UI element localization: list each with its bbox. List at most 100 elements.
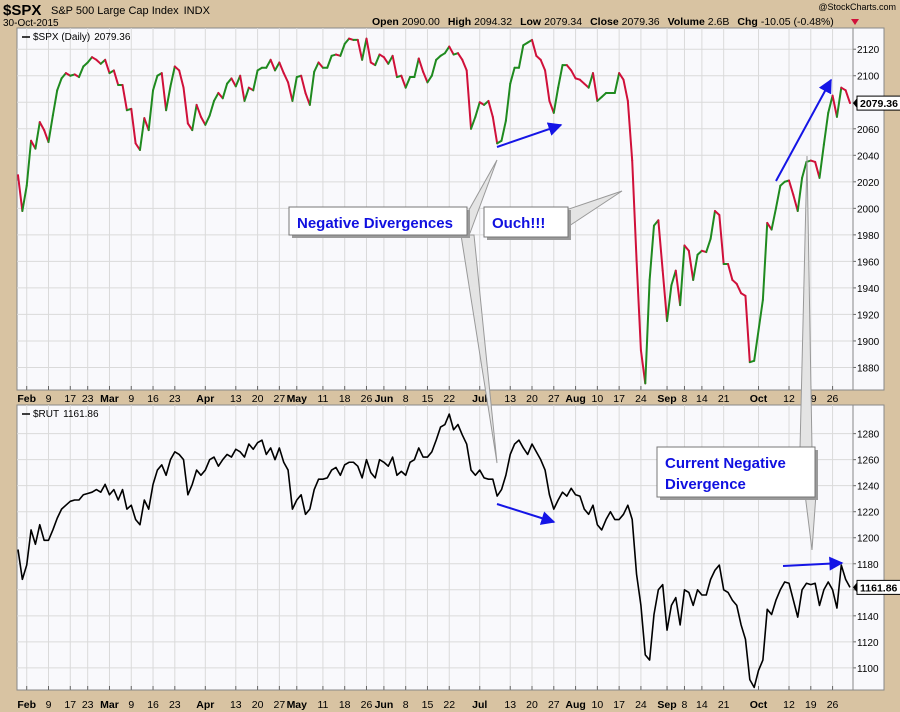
legend-name: $SPX (Daily) [33, 32, 90, 43]
price-segment [430, 58, 438, 77]
price-segment [291, 76, 298, 102]
price-segment [339, 42, 346, 57]
x-tick-label: 16 [147, 393, 159, 405]
price-segment [152, 74, 159, 92]
price-segment [400, 74, 407, 89]
price-segment [674, 269, 682, 307]
x-tick-label: 24 [635, 699, 647, 711]
price-segment [213, 91, 220, 102]
price-segment [591, 72, 599, 102]
x-tick-label: Sep [657, 393, 676, 405]
x-tick-label: 26 [361, 393, 373, 405]
price-segment [618, 72, 625, 81]
price-segment [274, 61, 281, 72]
price-segment [774, 184, 782, 210]
x-tick-label: 8 [403, 699, 409, 711]
x-tick-label: 11 [317, 699, 328, 711]
x-tick-label: 9 [128, 393, 134, 405]
price-segment [835, 86, 843, 118]
x-tick-label: 21 [718, 699, 730, 711]
x-tick-label: 9 [128, 699, 134, 711]
divergence-arrow [782, 556, 844, 571]
price-segment [160, 72, 168, 112]
price-segment [191, 103, 198, 132]
x-tick-label: Mar [100, 393, 119, 405]
x-tick-label: 12 [783, 393, 795, 405]
quote-label: Low [520, 16, 542, 28]
price-segment [531, 38, 538, 57]
x-tick-label: 13 [504, 699, 516, 711]
x-tick-label: 14 [696, 393, 708, 405]
price-segment [17, 174, 24, 212]
x-tick-label: Apr [196, 393, 214, 405]
x-tick-label: 26 [827, 699, 839, 711]
price-segment [234, 74, 242, 88]
x-tick-label: 27 [274, 699, 286, 711]
price-segment [308, 70, 316, 106]
price-segment [326, 54, 333, 69]
price-segment [818, 143, 825, 179]
price-segment [426, 74, 433, 84]
x-tick-label: 22 [443, 699, 455, 711]
price-segment [208, 99, 216, 117]
price-segment [391, 54, 398, 79]
price-segment [417, 57, 425, 73]
divergence-arrow [496, 503, 556, 525]
credit: @StockCharts.com [818, 2, 896, 12]
price-segment [226, 77, 233, 85]
price-segment [709, 209, 716, 240]
quote-label: Chg [737, 16, 757, 28]
callout-box [288, 206, 468, 236]
y-tick-label: 1180 [857, 560, 879, 571]
price-segment [792, 194, 799, 212]
last-box [856, 579, 900, 595]
symbol: $SPX [3, 2, 41, 19]
callout-text: Ouch!!! [492, 215, 546, 232]
price-segment [613, 72, 621, 94]
x-tick-label: 18 [339, 699, 351, 711]
price-segment [735, 282, 743, 295]
price-segment [230, 77, 237, 88]
price-segment [687, 249, 695, 281]
callout-box [656, 446, 816, 498]
quote-value: 2.6B [708, 16, 730, 28]
quote-value: 2079.36 [622, 16, 660, 28]
legend: $RUT 1161.86 [33, 409, 99, 420]
price-segment [544, 69, 551, 102]
x-tick-label: 19 [805, 699, 817, 711]
x-tick-label: 18 [339, 393, 351, 405]
last-value: 2079.36 [860, 98, 898, 110]
price-segment [265, 58, 272, 69]
x-tick-label: 12 [783, 699, 795, 711]
exchange: INDX [184, 5, 211, 17]
price-segment [661, 269, 669, 323]
price-segment [243, 86, 250, 102]
x-tick-label: 13 [230, 393, 242, 405]
y-tick-label: 2060 [857, 125, 880, 136]
price-segment [801, 160, 808, 179]
price-segment [121, 84, 128, 112]
down-marker [851, 19, 859, 25]
x-tick-label: 10 [592, 393, 604, 405]
callout-box [483, 206, 569, 238]
price-segment [443, 45, 451, 55]
price-segment [761, 221, 769, 301]
price-segment [552, 86, 560, 114]
price-segment [705, 237, 712, 254]
price-segment [626, 99, 634, 162]
price-segment [178, 69, 185, 89]
price-segment [796, 176, 804, 212]
price-segment [679, 244, 686, 307]
price-segment [587, 72, 594, 89]
x-tick-label: 27 [548, 699, 560, 711]
y-tick-label: 1960 [857, 257, 880, 268]
price-segment [199, 115, 207, 126]
price-segment [38, 121, 46, 132]
quote-value: 2090.00 [402, 16, 440, 28]
price-segment [683, 244, 690, 252]
y-tick-label: 2120 [857, 45, 880, 56]
legend-last: 1161.86 [63, 409, 99, 420]
x-tick-label: 9 [46, 393, 52, 405]
x-tick-label: 23 [169, 393, 181, 405]
x-tick-label: 20 [252, 393, 264, 405]
